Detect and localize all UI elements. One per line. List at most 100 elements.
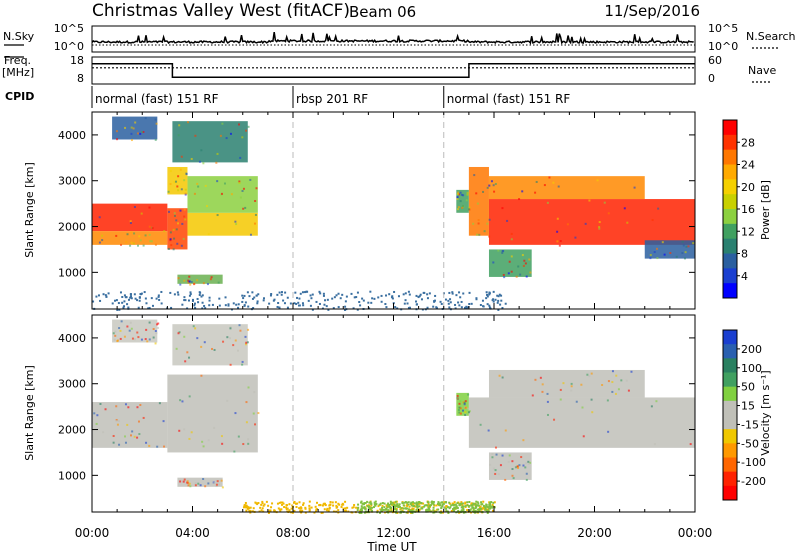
power-speckle [140,131,143,134]
velocity-ground-scatter [386,506,389,509]
velocity-ground-scatter [324,504,327,507]
power-speckle [497,249,500,252]
velocity-speckle [152,328,155,331]
power-speckle [476,233,479,236]
power-ground-scatter [95,295,98,298]
power-speckle [235,223,238,226]
power-ground-scatter [380,294,383,297]
power-ground-scatter [447,299,450,302]
nsearch-label: N.Search [746,30,796,43]
velocity-ground-scatter [451,503,454,506]
power-speckle [129,220,132,223]
velocity-speckle [464,411,467,414]
velocity-speckle [221,486,224,489]
power-ground-scatter [318,290,321,293]
power-ground-scatter [455,294,458,297]
velocity-speckle [216,480,219,483]
power-ground-scatter [191,299,194,302]
velocity-ground-scatter [396,503,399,506]
velocity-speckle [207,439,210,442]
velocity-ground-scatter [278,508,281,511]
power-ground-scatter [208,299,211,302]
power-ground-scatter [311,308,314,311]
power-ground-scatter [117,302,120,305]
velocity-ground-scatter [481,503,484,506]
velocity-speckle [234,412,237,415]
velocity-ground-scatter [398,503,401,506]
velocity-ground-scatter [319,503,322,506]
power-echo-region [488,199,695,245]
velocity-ground-scatter [462,505,465,508]
power-speckle [169,238,172,241]
velocity-ground-scatter [360,507,363,510]
velocity-ground-scatter [336,505,339,508]
velocity-speckle [546,392,549,395]
velocity-speckle [200,345,203,348]
power-ground-scatter [449,298,452,301]
velocity-speckle [479,423,482,426]
power-ground-scatter [359,304,362,307]
top-tick-right-low: 10^0 [708,40,738,53]
power-ground-scatter [133,293,136,296]
x-tick-label: 16:00 [477,526,512,540]
power-speckle [172,248,175,251]
cpid-segment-label: normal (fast) 151 RF [447,92,571,106]
velocity-ground-scatter [422,502,425,505]
power-speckle [140,212,143,215]
velocity-speckle [93,412,96,415]
power-echo-region [177,274,223,284]
velocity-ground-scatter [267,504,270,507]
velocity-ground-scatter [390,510,393,513]
velocity-speckle [492,467,495,470]
velocity-ground-scatter [279,509,282,512]
velocity-ground-scatter [344,509,347,512]
velocity-speckle [611,370,614,373]
power-speckle [98,241,101,244]
power-ground-scatter [136,299,139,302]
power-ground-scatter [193,302,196,305]
power-speckle [681,240,684,243]
power-ground-scatter [160,302,163,305]
power-speckle [238,181,241,184]
power-ground-scatter [475,297,478,300]
velocity-speckle [627,389,630,392]
velocity-speckle [494,446,497,449]
freq-panel-frame [91,56,696,85]
power-ground-scatter [361,297,364,300]
power-speckle [167,190,170,193]
power-ground-scatter [200,295,203,298]
power-speckle [173,237,176,240]
power-ground-scatter [242,297,245,300]
velocity-speckle [245,421,248,424]
velocity-ground-scatter [489,507,492,510]
velocity-ground-scatter [492,509,495,512]
power-ground-scatter [482,305,485,308]
velocity-ground-scatter [427,501,430,504]
power-ground-scatter [268,302,271,305]
power-speckle [510,255,513,258]
velocity-ground-scatter [370,506,373,509]
velocity-ground-scatter [386,503,389,506]
velocity-speckle [95,422,98,425]
velocity-speckle [458,402,461,405]
velocity-speckle [246,341,249,344]
power-speckle [598,227,601,230]
power-speckle [176,185,179,188]
top-tick-left-low: 10^0 [54,40,84,53]
velocity-speckle [118,443,121,446]
velocity-speckle [525,472,528,475]
velocity-ground-scatter [256,503,259,506]
power-speckle [518,198,521,201]
velocity-ground-scatter [476,504,479,507]
velocity-speckle [234,339,237,342]
velocity-speckle [591,411,594,414]
power-echo-region [92,231,168,245]
power-ground-scatter [377,296,380,299]
power-speckle [244,206,247,209]
velocity-ground-scatter [477,504,480,507]
power-colorbar-tick-label: 28 [741,136,755,149]
power-ground-scatter [468,302,471,305]
power-speckle [657,207,660,210]
velocity-speckle [197,482,200,485]
